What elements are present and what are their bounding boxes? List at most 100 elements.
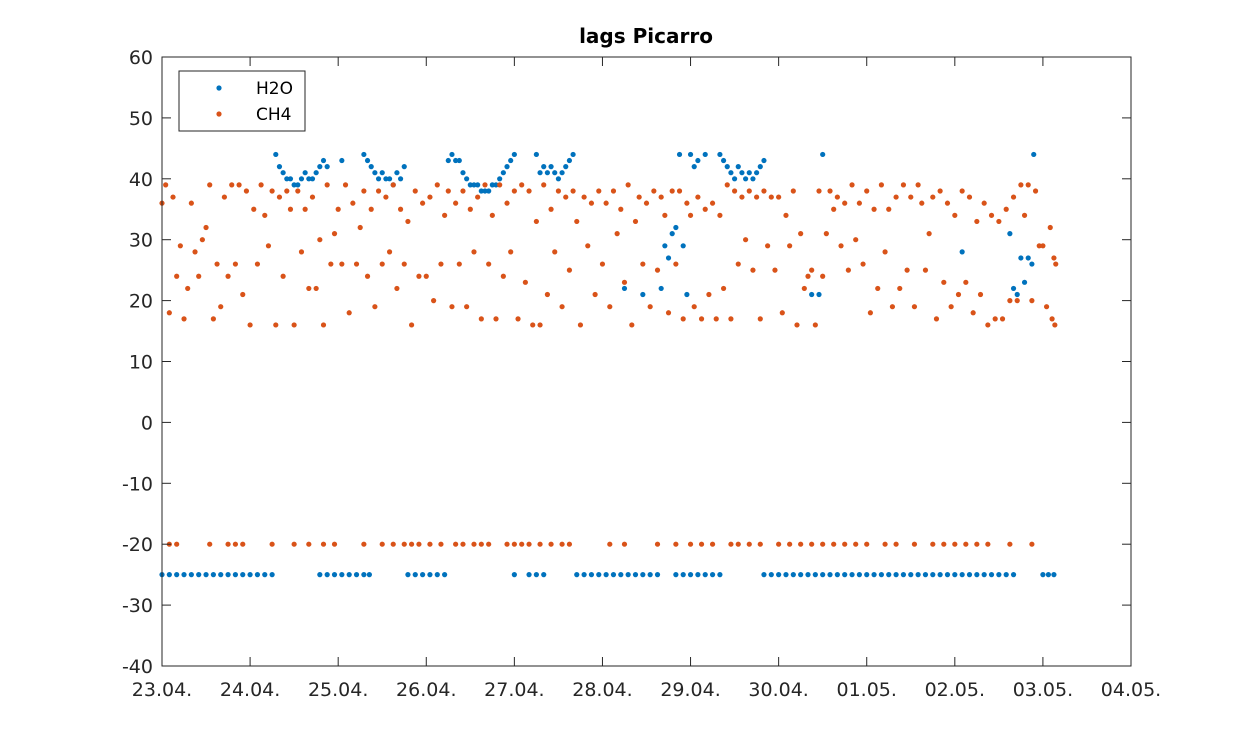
data-point-ch4 — [658, 194, 664, 200]
data-point-ch4 — [948, 304, 954, 310]
data-point-ch4 — [445, 188, 451, 194]
x-tick-label: 27.04. — [484, 679, 544, 701]
data-point-h2o — [687, 151, 694, 158]
data-point-h2o — [453, 157, 459, 164]
data-point-h2o — [366, 572, 372, 578]
data-point-h2o — [871, 572, 877, 578]
data-point-h2o — [1040, 572, 1046, 578]
data-point-h2o — [196, 572, 202, 578]
data-point-ch4 — [379, 541, 385, 547]
data-point-h2o — [658, 285, 664, 292]
data-point-h2o — [673, 224, 679, 231]
data-point-ch4 — [654, 541, 661, 547]
data-point-ch4 — [735, 261, 741, 267]
data-point-ch4 — [240, 541, 246, 547]
data-point-ch4 — [673, 261, 679, 267]
data-point-h2o — [959, 572, 965, 578]
data-point-ch4 — [757, 541, 763, 547]
data-point-ch4 — [812, 322, 818, 328]
data-point-ch4 — [1007, 541, 1013, 547]
data-point-ch4 — [787, 541, 793, 547]
data-point-ch4 — [251, 206, 257, 212]
data-point-ch4 — [941, 541, 947, 547]
data-point-ch4 — [959, 188, 965, 194]
data-point-h2o — [449, 151, 455, 158]
data-point-ch4 — [181, 316, 187, 322]
data-point-ch4 — [570, 188, 576, 194]
data-point-h2o — [702, 572, 708, 578]
x-tick-label: 30.04. — [748, 679, 808, 701]
data-point-ch4 — [746, 541, 752, 547]
data-point-ch4 — [276, 194, 283, 200]
data-point-h2o — [493, 182, 499, 188]
data-point-ch4 — [1032, 188, 1039, 194]
data-point-ch4 — [596, 188, 602, 194]
data-point-ch4 — [735, 541, 741, 547]
data-point-ch4 — [607, 541, 613, 547]
data-point-ch4 — [420, 200, 426, 206]
data-point-ch4 — [530, 322, 536, 328]
data-point-h2o — [420, 572, 426, 578]
data-point-h2o — [537, 170, 543, 176]
data-point-ch4 — [897, 285, 903, 292]
data-point-ch4 — [820, 541, 826, 547]
data-point-ch4 — [423, 273, 429, 279]
data-point-ch4 — [845, 267, 851, 273]
data-point-ch4 — [225, 541, 231, 547]
y-tick-label: -40 — [122, 656, 153, 678]
x-tick-label: 29.04. — [660, 679, 720, 701]
data-point-ch4 — [809, 267, 815, 273]
data-point-ch4 — [243, 188, 250, 194]
data-point-ch4 — [691, 304, 697, 310]
data-point-h2o — [937, 572, 943, 578]
data-point-ch4 — [199, 237, 205, 243]
data-point-ch4 — [335, 206, 341, 212]
data-point-ch4 — [170, 194, 176, 200]
data-point-ch4 — [471, 541, 477, 547]
data-point-ch4 — [438, 541, 444, 547]
data-point-ch4 — [882, 541, 888, 547]
data-point-ch4 — [698, 316, 705, 322]
data-point-h2o — [500, 170, 506, 176]
data-point-ch4 — [350, 200, 356, 206]
data-point-ch4 — [886, 206, 892, 212]
data-point-h2o — [1003, 572, 1009, 578]
data-point-ch4 — [878, 182, 885, 188]
y-tick-label: 50 — [129, 108, 153, 130]
data-point-h2o — [805, 572, 811, 578]
data-point-h2o — [467, 182, 473, 188]
data-point-h2o — [287, 176, 294, 182]
data-point-h2o — [504, 164, 510, 170]
data-point-h2o — [346, 572, 352, 578]
data-point-ch4 — [306, 285, 312, 292]
data-point-ch4 — [357, 224, 363, 231]
data-point-h2o — [284, 176, 290, 182]
data-point-h2o — [247, 572, 253, 578]
data-point-ch4 — [269, 541, 275, 547]
data-point-ch4 — [210, 316, 216, 322]
data-point-ch4 — [438, 261, 444, 267]
data-point-h2o — [566, 157, 573, 164]
data-point-h2o — [541, 164, 547, 170]
data-point-h2o — [981, 572, 987, 578]
data-point-ch4 — [963, 541, 969, 547]
data-point-ch4 — [522, 279, 528, 285]
data-point-ch4 — [805, 273, 811, 279]
data-point-h2o — [1014, 291, 1020, 298]
data-point-h2o — [1045, 572, 1052, 578]
data-point-h2o — [966, 572, 973, 578]
data-point-h2o — [798, 572, 804, 578]
data-point-h2o — [295, 182, 301, 188]
legend-box — [178, 70, 306, 132]
data-point-ch4 — [581, 194, 587, 200]
data-point-h2o — [511, 572, 517, 578]
data-point-ch4 — [1003, 206, 1009, 212]
data-point-ch4 — [1036, 243, 1042, 249]
data-point-ch4 — [500, 273, 506, 279]
data-point-ch4 — [1021, 212, 1028, 218]
data-point-ch4 — [519, 541, 525, 547]
data-point-h2o — [508, 157, 514, 164]
data-point-ch4 — [669, 188, 675, 194]
data-point-ch4 — [331, 541, 338, 547]
data-point-ch4 — [930, 541, 936, 547]
